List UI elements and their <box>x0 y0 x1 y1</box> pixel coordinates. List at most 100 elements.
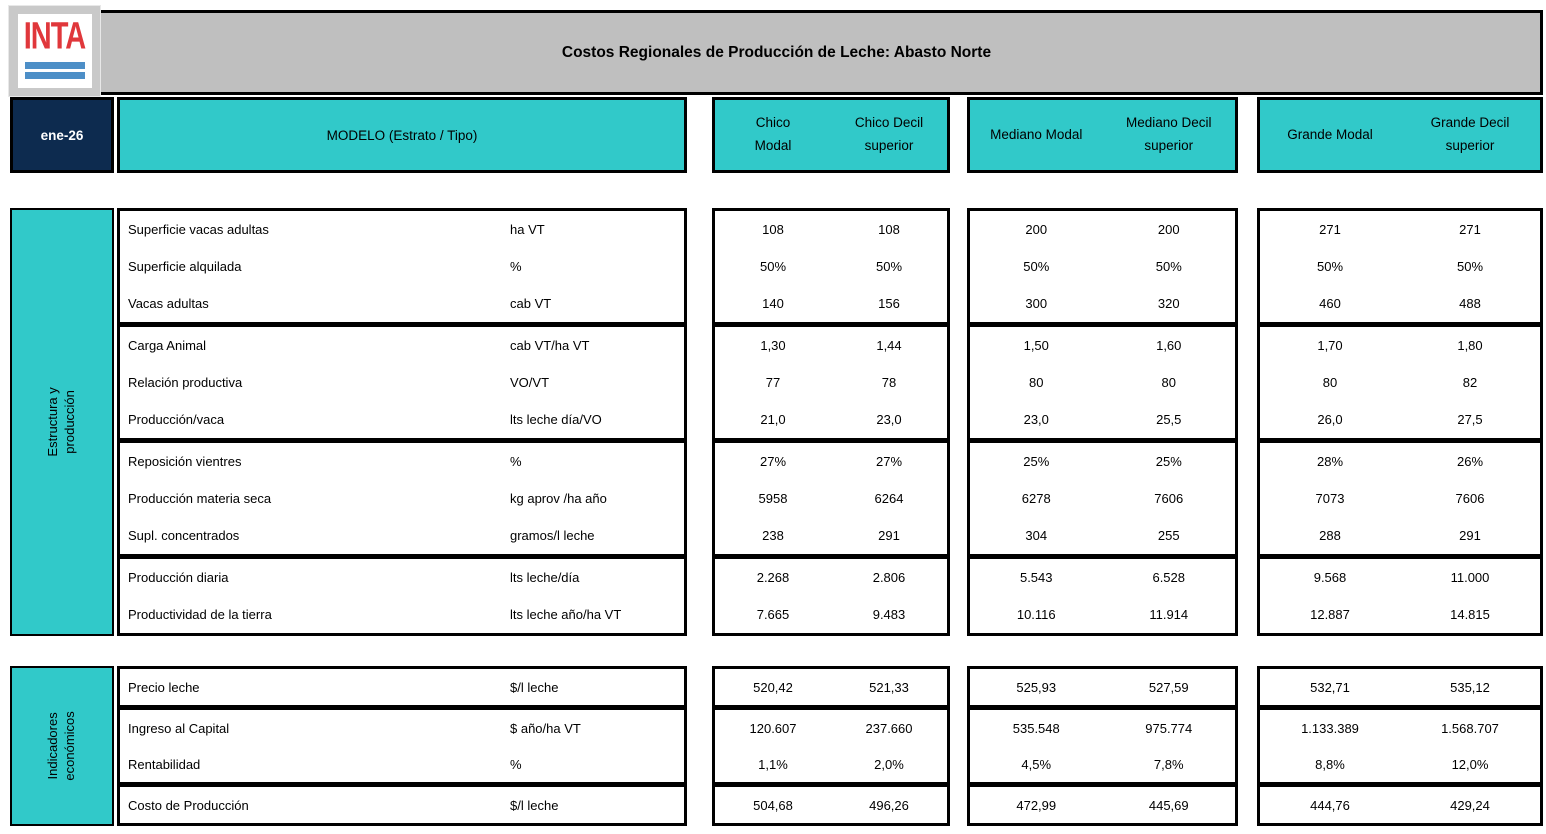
value-cell: 50% <box>759 259 787 274</box>
value-cell: 7.665 <box>756 607 790 622</box>
value-cell: 82 <box>1462 375 1478 390</box>
table-row: Superficie alquilada% <box>120 248 684 285</box>
row-unit: cab VT <box>510 296 552 311</box>
table-row: 472,99 445,69 <box>970 782 1235 823</box>
table-row: 50% 50% <box>1260 248 1540 285</box>
table-row: 80 80 <box>970 364 1235 401</box>
value-cell: 1,80 <box>1457 338 1483 353</box>
value-cell: 200 <box>1025 222 1048 237</box>
table-row: 8,8% 12,0% <box>1260 746 1540 782</box>
column-group-grande: Grande Modal Grande Decil superior <box>1257 97 1543 173</box>
value-cell: 1,70 <box>1317 338 1343 353</box>
value-cell: 496,26 <box>869 797 909 813</box>
row-label: Costo de Producción <box>128 797 249 813</box>
value-cell: 445,69 <box>1148 797 1189 813</box>
table-row: 28% 26% <box>1260 438 1540 480</box>
row-label: Producción/vaca <box>128 412 225 427</box>
value-cell: 12,0% <box>1451 756 1489 772</box>
value-cell: 7606 <box>1455 491 1485 506</box>
value-cell: 120.607 <box>749 720 797 736</box>
table-row: Supl. concentrados gramos/l leche <box>120 517 684 554</box>
table-row: 200 200 <box>970 211 1235 248</box>
table-row: 525,93 527,59 <box>970 669 1235 705</box>
table-row: 460 488 <box>1260 285 1540 322</box>
table-row: 27% 27% <box>715 438 947 480</box>
table-row: 1,70 1,80 <box>1260 322 1540 364</box>
value-cell: 8,8% <box>1315 756 1345 772</box>
value-cell: 50% <box>875 259 903 274</box>
value-cell: 6278 <box>1021 491 1051 506</box>
value-cell: 304 <box>1025 528 1048 543</box>
table-row: 10.116 11.914 <box>970 596 1235 633</box>
table-row: 26,0 27,5 <box>1260 401 1540 438</box>
value-cell: 140 <box>762 296 784 311</box>
value-cell: 12.887 <box>1310 607 1350 622</box>
table-row: 7073 7606 <box>1260 480 1540 517</box>
row-label: Precio leche <box>128 679 200 695</box>
row-unit: $/l leche <box>510 797 559 813</box>
value-cell: 6.528 <box>1152 570 1186 585</box>
value-cell: 26% <box>1456 454 1484 469</box>
table-row: 6278 7606 <box>970 480 1235 517</box>
table-row: 5958 6264 <box>715 480 947 517</box>
table-row: Reposición vientres% <box>120 438 684 480</box>
table-row: 504,68 496,26 <box>715 782 947 823</box>
table-row: 50% 50% <box>970 248 1235 285</box>
column-header-grande-modal: Grande Modal <box>1287 126 1373 142</box>
table-row: Productividad de la tierra lts leche año/… <box>120 596 684 633</box>
table-row: 304 255 <box>970 517 1235 554</box>
value-cell: 27% <box>875 454 903 469</box>
row-unit: $/l leche <box>510 679 559 695</box>
table-row: 1.133.389 1.568.707 <box>1260 705 1540 746</box>
row-unit: lts leche/día <box>510 570 580 585</box>
row-label: Superficie vacas adultas <box>128 222 269 237</box>
value-cell: 9.483 <box>872 607 906 622</box>
row-label: Productividad de la tierra <box>128 607 272 622</box>
table-row: 25% 25% <box>970 438 1235 480</box>
row-label: Ingreso al Capital <box>128 720 230 736</box>
row-label: Relación productiva <box>128 375 243 390</box>
row-label: Reposición vientres <box>128 454 242 469</box>
row-unit: VO/VT <box>510 375 550 390</box>
value-cell: 521,33 <box>869 679 909 695</box>
date-cell: ene-26 <box>10 97 114 173</box>
value-cell: 520,42 <box>753 679 793 695</box>
value-cell: 25,5 <box>1156 412 1182 427</box>
value-cell: 28% <box>1316 454 1344 469</box>
value-cell: 1,44 <box>876 338 902 353</box>
table-row: 2.268 2.806 <box>715 554 947 596</box>
value-cell: 2.806 <box>872 570 906 585</box>
table-row: Rentabilidad% <box>120 746 684 782</box>
value-cell: 108 <box>762 222 784 237</box>
value-cell: 200 <box>1157 222 1180 237</box>
value-cell: 10.116 <box>1016 607 1056 622</box>
value-cell: 50% <box>1456 259 1484 274</box>
table-row: 1,1% 2,0% <box>715 746 947 782</box>
value-cell: 7606 <box>1154 491 1184 506</box>
table-row: Producción/vaca lts leche día/VO <box>120 401 684 438</box>
table-row: 12.887 14.815 <box>1260 596 1540 633</box>
labels-box-estructura: Superficie vacas adultas ha VT Superficie… <box>117 208 687 636</box>
value-cell: 271 <box>1319 222 1341 237</box>
value-cell: 11.914 <box>1149 607 1189 622</box>
value-cell: 7073 <box>1315 491 1345 506</box>
value-cell: 1.568.707 <box>1441 720 1499 736</box>
value-cell: 9.568 <box>1313 570 1347 585</box>
data-box-grande: 271 271 50% 50% 460 488 1,70 1,80 80 82 26,0 2… <box>1257 208 1543 636</box>
value-cell: 504,68 <box>753 797 793 813</box>
value-cell: 1,1% <box>758 756 788 772</box>
table-row: Precio leche $/l leche <box>120 669 684 705</box>
table-row: Superficie vacas adultas ha VT <box>120 211 684 248</box>
table-row: 80 82 <box>1260 364 1540 401</box>
row-unit: kg aprov /ha año <box>510 491 607 506</box>
data-box-chico: 108 108 50% 50% 140 156 1,30 1,44 77 78 21,0 2… <box>712 208 950 636</box>
value-cell: 6264 <box>874 491 904 506</box>
value-cell: 2,0% <box>874 756 904 772</box>
column-group-mediano: Mediano Modal Mediano Decil superior <box>967 97 1238 173</box>
column-header-chico-decil: Chico Decil superior <box>854 115 924 153</box>
table-row: Producción diaria lts leche/día <box>120 554 684 596</box>
data-box-mediano: 200 200 50% 50% 300 320 1,50 1,60 80 80 23,0 2… <box>967 208 1238 636</box>
table-row: Carga Animal cab VT/ha VT <box>120 322 684 364</box>
inta-logo-inner: INTA <box>17 14 92 88</box>
row-unit: lts leche año/ha VT <box>510 607 622 622</box>
